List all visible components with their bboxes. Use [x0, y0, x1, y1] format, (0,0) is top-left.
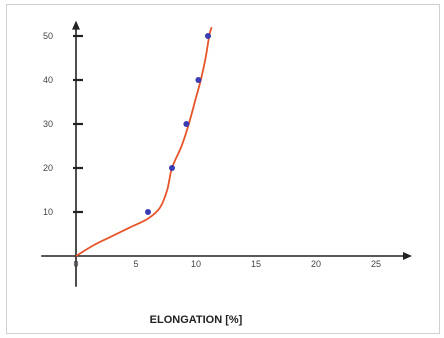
x-tick-label: 0	[73, 259, 78, 269]
x-tick-label: 10	[191, 259, 201, 269]
axes-group	[41, 20, 412, 287]
data-point	[205, 33, 211, 39]
data-point	[195, 77, 202, 83]
y-tick-label: 30	[43, 119, 53, 129]
x-tick-label: 25	[371, 259, 381, 269]
y-tick-label: 40	[43, 75, 53, 85]
x-tick-label: 20	[311, 259, 321, 269]
y-tick-label: 50	[43, 31, 53, 41]
x-tick-label: 15	[251, 259, 261, 269]
y-tick-label: 20	[43, 163, 53, 173]
y-tick-label: 10	[43, 207, 53, 217]
ticks-group: 0 5 10 15 20 25 10 20 30 40 50	[43, 31, 381, 269]
x-tick-label: 5	[133, 259, 138, 269]
data-point	[183, 121, 190, 127]
data-point	[145, 209, 151, 215]
series-line	[75, 26, 213, 257]
data-point	[169, 165, 175, 171]
series-group	[75, 26, 213, 257]
x-axis-arrowhead	[403, 252, 412, 260]
y-axis-arrowhead	[72, 20, 80, 30]
x-axis-title: ELONGATION [%]	[150, 314, 243, 326]
